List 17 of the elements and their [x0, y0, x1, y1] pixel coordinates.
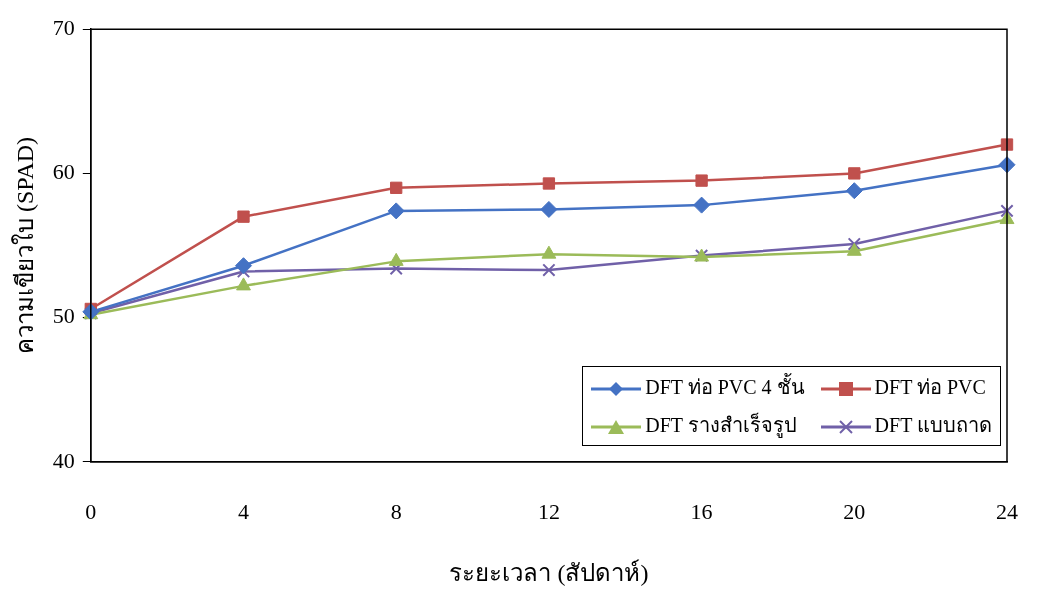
legend-label: DFT ท่อ PVC 4 ชั้น	[645, 375, 805, 398]
legend-label: DFT ท่อ PVC	[874, 375, 986, 398]
x-axis-title: ระยะเวลา (สัปดาห์)	[449, 558, 649, 586]
y-tick-label: 60	[52, 159, 75, 185]
x-tick-label: 12	[537, 498, 560, 524]
y-tick-label: 40	[52, 447, 75, 473]
x-tick-label: 16	[690, 498, 713, 524]
x-tick-label: 20	[843, 498, 866, 524]
legend-label: DFT รางสำเร็จรูป	[645, 413, 797, 436]
x-tick-label: 4	[238, 498, 249, 524]
y-tick-label: 70	[52, 14, 75, 40]
legend-label: DFT แบบถาด	[874, 413, 992, 436]
x-tick-label: 24	[996, 498, 1018, 524]
x-tick-label: 8	[390, 498, 402, 524]
y-tick-label: 50	[52, 303, 75, 329]
x-tick-label: 0	[85, 498, 97, 524]
y-axis-title: ความเขียวใบ (SPAD)	[10, 136, 38, 355]
